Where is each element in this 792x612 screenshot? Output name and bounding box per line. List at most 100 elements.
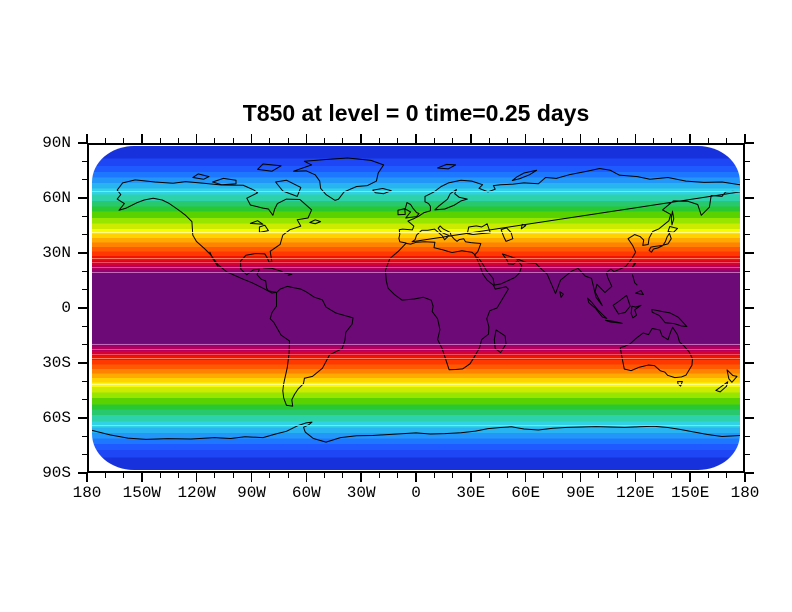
tick-mark	[177, 473, 179, 478]
contour-hairline	[92, 358, 740, 360]
tick-mark	[78, 252, 87, 254]
lon-tick-label: 30E	[456, 484, 486, 502]
tick-mark	[82, 344, 87, 346]
tick-mark	[653, 473, 655, 478]
coastline-newfoundland	[310, 220, 321, 224]
tick-mark	[745, 325, 750, 327]
tick-mark	[561, 138, 563, 143]
coastline-new-zealand	[716, 370, 737, 392]
tick-mark	[707, 138, 709, 143]
tick-mark	[653, 138, 655, 143]
tick-mark	[543, 473, 545, 478]
tick-mark	[287, 138, 289, 143]
tick-mark	[671, 473, 673, 478]
tick-mark	[397, 138, 399, 143]
tick-mark	[250, 134, 253, 143]
lon-tick-label: 30W	[346, 484, 376, 502]
coastline-australia	[620, 327, 692, 377]
lon-tick-label: 180	[730, 484, 760, 502]
tick-mark	[177, 138, 179, 143]
coastline-iceland	[373, 188, 391, 193]
tick-mark	[543, 138, 545, 143]
tick-mark	[726, 138, 728, 143]
coastline-victoria-island	[213, 178, 236, 184]
contour-hairline	[92, 348, 740, 350]
tick-mark	[470, 134, 472, 143]
tick-mark	[250, 473, 253, 482]
tick-mark	[745, 197, 754, 199]
tick-mark	[598, 473, 600, 478]
tick-mark	[214, 138, 216, 143]
lon-tick-label: 150E	[670, 484, 710, 502]
tick-mark	[524, 134, 527, 143]
tick-mark	[123, 473, 125, 478]
tick-mark	[78, 197, 87, 199]
tick-mark	[232, 138, 234, 143]
tick-mark	[195, 473, 198, 482]
tick-mark	[433, 473, 435, 478]
tick-mark	[634, 134, 637, 143]
lat-tick-label: 0	[61, 299, 71, 317]
contour-hairline	[92, 384, 740, 386]
tick-mark	[104, 138, 106, 143]
tick-mark	[689, 473, 691, 482]
coastline-ireland	[398, 209, 405, 215]
tick-mark	[86, 134, 88, 143]
tick-mark	[378, 473, 380, 478]
coastline-honshu-japan	[649, 233, 671, 252]
contour-hairline	[92, 271, 740, 273]
tick-mark	[305, 473, 308, 482]
tick-mark	[78, 362, 87, 364]
contour-hairline	[92, 257, 740, 259]
tick-mark	[488, 473, 490, 478]
tick-mark	[745, 435, 750, 437]
tick-mark	[269, 138, 271, 143]
tick-mark	[726, 473, 728, 478]
tick-mark	[561, 473, 563, 478]
tick-mark	[123, 138, 125, 143]
coastline-great-lakes	[250, 221, 268, 233]
lat-tick-label: 60S	[42, 409, 71, 427]
coastline-africa	[385, 242, 508, 370]
tick-mark	[745, 307, 754, 309]
map-canvas	[92, 146, 740, 470]
tick-mark	[78, 307, 87, 309]
tick-mark	[305, 134, 308, 143]
coastline-sulawesi	[631, 305, 641, 318]
coastline-novaya-zemlya	[512, 170, 536, 180]
tick-mark	[745, 344, 750, 346]
coastline-eurasia-pacific-mediterranean	[412, 191, 740, 305]
coastline-new-guinea	[652, 309, 687, 326]
tick-mark	[82, 399, 87, 401]
coastline-hispaniola	[285, 273, 292, 275]
tick-mark	[745, 160, 750, 162]
tick-mark	[82, 234, 87, 236]
coastline-layer	[92, 146, 740, 470]
lat-tick-label: 90N	[42, 134, 71, 152]
coastline-black-sea	[467, 224, 490, 235]
tick-mark	[506, 473, 508, 478]
tick-mark	[342, 138, 344, 143]
lon-tick-label: 150W	[122, 484, 162, 502]
tick-mark	[104, 473, 106, 478]
tick-mark	[745, 289, 750, 291]
coastline-madagascar	[494, 330, 506, 353]
tick-mark	[616, 473, 618, 478]
tick-mark	[598, 138, 600, 143]
contour-hairline	[92, 262, 740, 264]
tick-mark	[82, 270, 87, 272]
tick-mark	[287, 473, 289, 478]
coastline-banks-island	[193, 174, 209, 179]
tick-mark	[488, 138, 490, 143]
lon-tick-label: 120E	[616, 484, 655, 502]
tick-mark	[579, 134, 582, 143]
tick-mark	[707, 473, 709, 478]
coastline-caspian-sea	[501, 228, 513, 242]
lon-tick-label: 90E	[566, 484, 595, 502]
tick-mark	[159, 138, 161, 143]
tick-mark	[745, 234, 750, 236]
tick-mark	[744, 134, 746, 143]
tick-mark	[82, 454, 87, 456]
tick-mark	[745, 380, 750, 382]
